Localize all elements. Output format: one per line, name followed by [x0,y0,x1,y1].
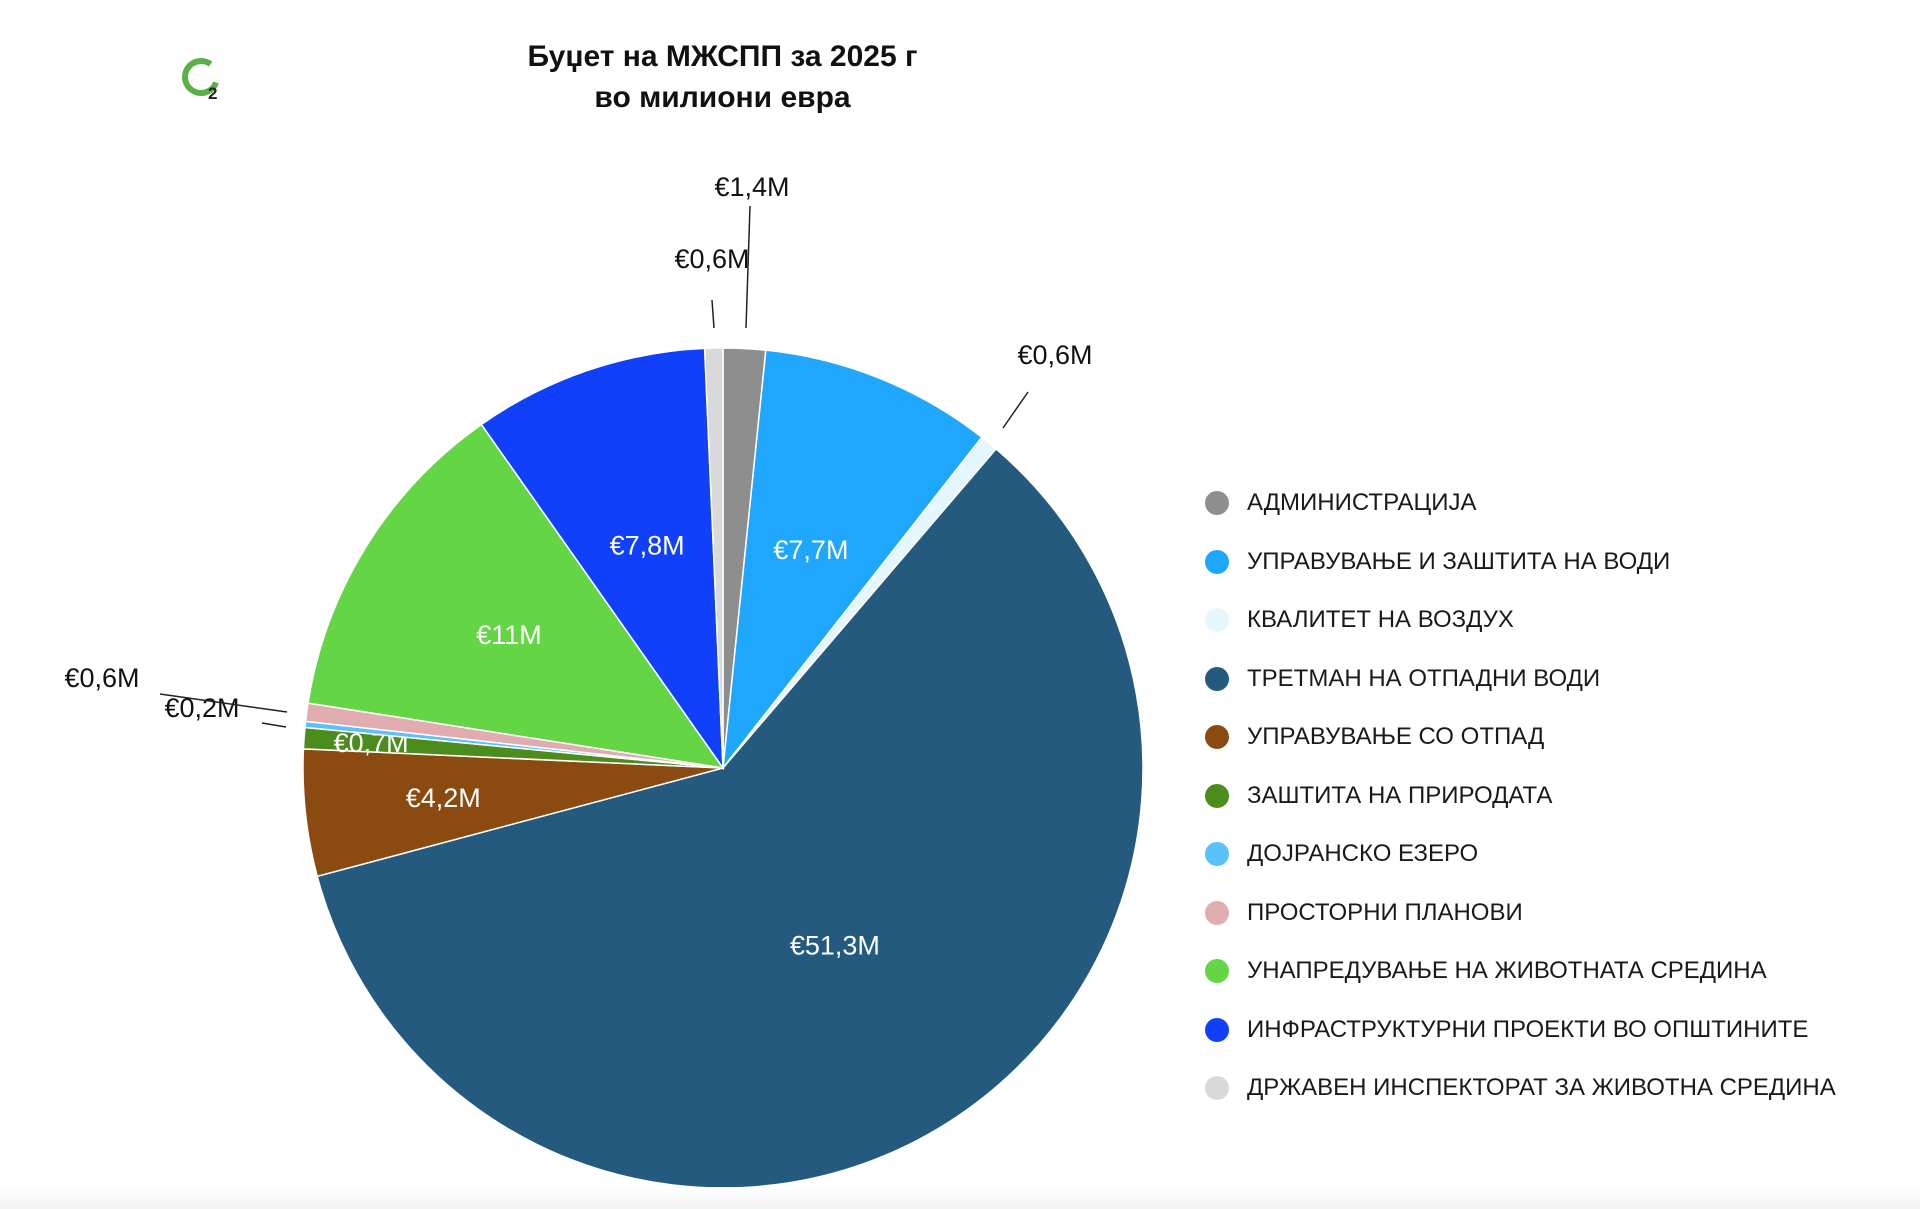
slice-label: €4,2M [406,783,481,813]
legend-label: ДРЖАВЕН ИНСПЕКТОРАТ ЗА ЖИВОТНА СРЕДИНА [1247,1074,1836,1102]
leader-line [711,299,715,329]
pie-slice [721,349,983,771]
leader-line [1002,391,1029,429]
legend-entry: ДОЈРАНСКО ЕЗЕРО [1205,825,1836,884]
pie-slice [480,347,724,771]
o2-logo: 2 [180,56,226,103]
legend-entry: ЗАШТИТА НА ПРИРОДАТА [1205,767,1836,826]
legend-label: УПРАВУВАЊЕ СО ОТПАД [1247,723,1545,751]
legend-swatch [1205,608,1229,633]
legend-entry: УПРАВУВАЊЕ СО ОТПАД [1205,708,1836,767]
slice-label: €11M [476,620,542,650]
legend-swatch [1205,1076,1229,1101]
leader-line [261,722,287,728]
legend-swatch [1205,842,1229,867]
legend-label: УНАПРЕДУВАЊЕ НА ЖИВОТНАТА СРЕДИНА [1247,957,1767,985]
legend-swatch [1205,666,1229,691]
svg-text:2: 2 [208,84,217,102]
slice-label: €0,2M [164,693,239,723]
slice-label: €51,3M [790,931,880,961]
legend-label: ПРОСТОРНИ ПЛАНОВИ [1247,898,1523,926]
leader-line [745,205,751,329]
legend-entry: ИНФРАСТРУКТУРНИ ПРОЕКТИ ВО ОПШТИНИТЕ [1205,1001,1836,1060]
slice-label: €0,6M [1017,340,1092,370]
chart-subtitle: во милиони евра [594,81,851,114]
footer-strip [0,1187,1920,1209]
legend-entry: АДМИНИСТРАЦИЈА [1205,474,1836,533]
legend-label: АДМИНИСТРАЦИЈА [1247,489,1477,517]
legend-swatch [1205,725,1229,750]
pie-slice [316,447,1144,1189]
legend-swatch [1205,783,1229,808]
legend-swatch [1205,959,1229,984]
legend-entry: УПРАВУВАЊЕ И ЗАШТИТА НА ВОДИ [1205,533,1836,592]
legend-label: ДОЈРАНСКО ЕЗЕРО [1247,840,1479,868]
legend-label: ТРЕТМАН НА ОТПАДНИ ВОДИ [1247,664,1601,692]
legend-swatch [1205,1017,1229,1042]
pie-slice [307,423,725,770]
chart-legend: АДМИНИСТРАЦИЈА УПРАВУВАЊЕ И ЗАШТИТА НА ВО… [1205,474,1836,1118]
slice-label: €1,4M [714,172,789,202]
leader-line [159,693,288,713]
legend-label: УПРАВУВАЊЕ И ЗАШТИТА НА ВОДИ [1247,547,1671,575]
legend-swatch [1205,900,1229,925]
slice-label: €7,8M [610,530,685,560]
legend-label: ЗАШТИТА НА ПРИРОДАТА [1247,781,1553,809]
slice-label: €7,7M [773,535,848,565]
pie-slice [703,347,724,769]
legend-swatch [1205,491,1229,516]
slice-label: €0,6M [64,663,139,693]
legend-label: КВАЛИТЕТ НА ВОЗДУХ [1247,606,1514,634]
chart-title: Буџет на МЖСПП за 2025 г [527,40,918,73]
legend-label: ИНФРАСТРУКТУРНИ ПРОЕКТИ ВО ОПШТИНИТЕ [1247,1015,1809,1043]
legend-entry: ПРОСТОРНИ ПЛАНОВИ [1205,884,1836,943]
legend-entry: УНАПРЕДУВАЊЕ НА ЖИВОТНАТА СРЕДИНА [1205,942,1836,1001]
legend-entry: ДРЖАВЕН ИНСПЕКТОРАТ ЗА ЖИВОТНА СРЕДИНА [1205,1059,1836,1118]
legend-entry: ТРЕТМАН НА ОТПАДНИ ВОДИ [1205,650,1836,709]
slice-label: €0,6M [674,244,749,274]
legend-entry: КВАЛИТЕТ НА ВОЗДУХ [1205,591,1836,650]
legend-swatch [1205,549,1229,574]
